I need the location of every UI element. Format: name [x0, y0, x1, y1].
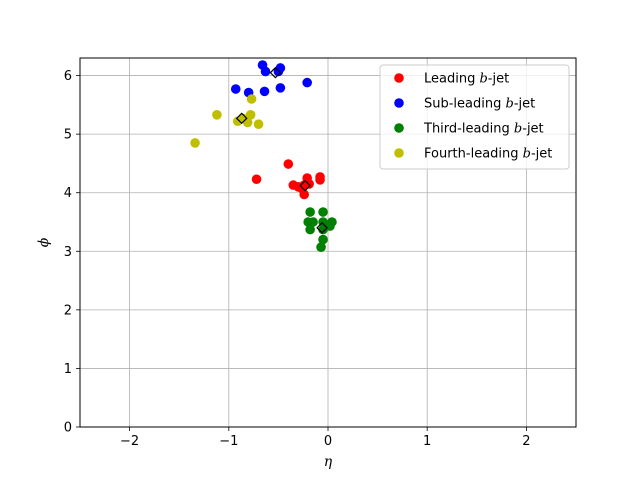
legend-label-prefix: Fourth-leading — [424, 147, 523, 162]
mean-diamond-marker — [316, 222, 328, 234]
data-point — [251, 174, 262, 185]
mean-markers — [235, 66, 328, 234]
data-point — [275, 63, 286, 73]
x-axis-label: η — [324, 454, 333, 470]
x-tick-label: −1 — [219, 434, 238, 449]
data-point — [325, 221, 335, 231]
data-point — [259, 86, 270, 97]
data-point — [299, 189, 309, 200]
legend-marker — [394, 73, 404, 83]
legend-label-italic: b — [514, 122, 522, 137]
data-point — [275, 83, 286, 93]
data-point — [253, 119, 264, 129]
legend-label-prefix: Third-leading — [423, 122, 514, 137]
data-points — [190, 60, 337, 252]
data-point — [283, 159, 294, 169]
mean-diamond-marker — [299, 179, 312, 192]
axis-ticks: −2 −1 0 1 2 0 1 2 3 4 5 6 — [64, 69, 531, 449]
data-point — [245, 110, 256, 120]
legend-label: Fourth-leading b-jet — [424, 147, 552, 162]
legend-label-italic: b — [506, 97, 514, 112]
y-axis-label: ϕ — [36, 237, 52, 247]
data-point — [318, 207, 328, 217]
legend-label: Sub-leading b-jet — [424, 97, 535, 112]
data-point — [305, 207, 315, 217]
legend-marker — [394, 98, 404, 108]
mean-diamond-marker — [269, 66, 282, 79]
data-point — [190, 138, 200, 148]
data-point — [246, 94, 257, 104]
data-point — [212, 110, 222, 120]
legend-label-suffix: -jet — [488, 72, 509, 87]
y-tick-label: 4 — [64, 186, 72, 201]
legend-label: Leading b-jet — [424, 72, 509, 87]
x-tick-label: 2 — [522, 434, 530, 449]
data-point — [315, 172, 325, 182]
legend-box — [379, 64, 570, 170]
data-point — [316, 242, 326, 252]
legend-marker — [394, 148, 404, 158]
mean-diamond-marker — [235, 112, 248, 125]
legend-label-prefix: Leading — [424, 72, 479, 87]
legend-label-suffix: -jet — [514, 97, 535, 112]
y-tick-label: 6 — [64, 69, 72, 84]
legend-label: Third-leading b-jet — [423, 122, 544, 137]
y-tick-label: 0 — [64, 421, 72, 436]
x-tick-label: −2 — [120, 434, 139, 449]
data-point — [302, 77, 312, 88]
legend-label-suffix: -jet — [522, 122, 543, 137]
legend-marker — [394, 123, 404, 133]
data-point — [260, 66, 271, 77]
legend-label-suffix: -jet — [531, 147, 552, 162]
legend-label-italic: b — [523, 147, 531, 162]
x-tick-label: 0 — [324, 434, 332, 449]
data-point — [308, 217, 318, 227]
x-tick-label: 1 — [423, 434, 431, 449]
data-point — [230, 84, 241, 94]
y-tick-label: 1 — [64, 362, 72, 377]
y-tick-label: 5 — [64, 128, 72, 143]
y-tick-label: 3 — [64, 245, 72, 260]
data-point — [318, 234, 328, 245]
data-point — [242, 117, 253, 128]
legend-label-italic: b — [479, 72, 487, 87]
y-tick-label: 2 — [64, 303, 72, 318]
legend-label-prefix: Sub-leading — [424, 97, 506, 112]
data-point — [305, 224, 315, 235]
